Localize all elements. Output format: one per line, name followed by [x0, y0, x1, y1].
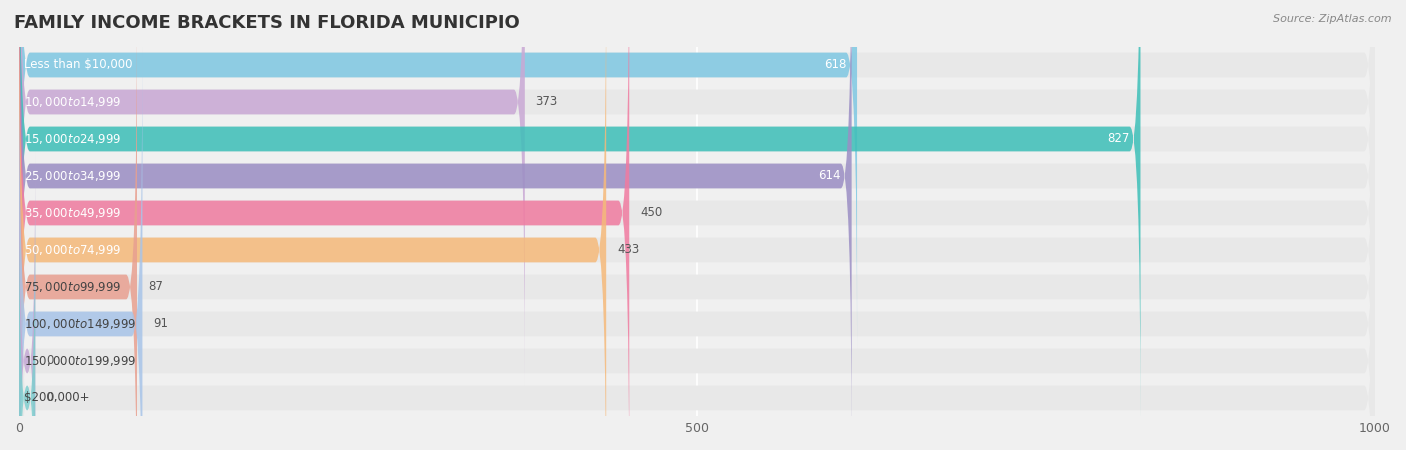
FancyBboxPatch shape: [20, 0, 1375, 450]
Text: 618: 618: [824, 58, 846, 72]
Text: 614: 614: [818, 170, 841, 183]
Text: 0: 0: [46, 392, 53, 405]
Text: $100,000 to $149,999: $100,000 to $149,999: [24, 317, 136, 331]
FancyBboxPatch shape: [20, 0, 1375, 423]
Text: Less than $10,000: Less than $10,000: [24, 58, 134, 72]
FancyBboxPatch shape: [20, 0, 524, 386]
FancyBboxPatch shape: [20, 40, 1375, 450]
Text: Source: ZipAtlas.com: Source: ZipAtlas.com: [1274, 14, 1392, 23]
Text: $200,000+: $200,000+: [24, 392, 90, 405]
Text: $35,000 to $49,999: $35,000 to $49,999: [24, 206, 122, 220]
Text: FAMILY INCOME BRACKETS IN FLORIDA MUNICIPIO: FAMILY INCOME BRACKETS IN FLORIDA MUNICI…: [14, 14, 520, 32]
FancyBboxPatch shape: [20, 0, 606, 450]
FancyBboxPatch shape: [20, 0, 1375, 386]
Text: $25,000 to $34,999: $25,000 to $34,999: [24, 169, 122, 183]
FancyBboxPatch shape: [20, 114, 1375, 450]
Text: 827: 827: [1108, 132, 1129, 145]
FancyBboxPatch shape: [20, 0, 1375, 450]
Text: $15,000 to $24,999: $15,000 to $24,999: [24, 132, 122, 146]
FancyBboxPatch shape: [20, 40, 142, 450]
Text: $50,000 to $74,999: $50,000 to $74,999: [24, 243, 122, 257]
Text: $75,000 to $99,999: $75,000 to $99,999: [24, 280, 122, 294]
FancyBboxPatch shape: [20, 0, 630, 450]
FancyBboxPatch shape: [20, 189, 35, 450]
Text: 433: 433: [617, 243, 640, 256]
FancyBboxPatch shape: [20, 0, 858, 349]
FancyBboxPatch shape: [20, 4, 1375, 450]
FancyBboxPatch shape: [20, 0, 1375, 450]
FancyBboxPatch shape: [20, 77, 1375, 450]
Text: $10,000 to $14,999: $10,000 to $14,999: [24, 95, 122, 109]
Text: 373: 373: [536, 95, 558, 108]
FancyBboxPatch shape: [20, 4, 136, 450]
Text: $150,000 to $199,999: $150,000 to $199,999: [24, 354, 136, 368]
FancyBboxPatch shape: [20, 0, 852, 450]
Text: 87: 87: [148, 280, 163, 293]
Text: 91: 91: [153, 317, 169, 330]
FancyBboxPatch shape: [20, 151, 35, 450]
Text: 0: 0: [46, 355, 53, 368]
FancyBboxPatch shape: [20, 0, 1375, 349]
Text: 450: 450: [640, 207, 662, 220]
FancyBboxPatch shape: [20, 0, 1140, 423]
